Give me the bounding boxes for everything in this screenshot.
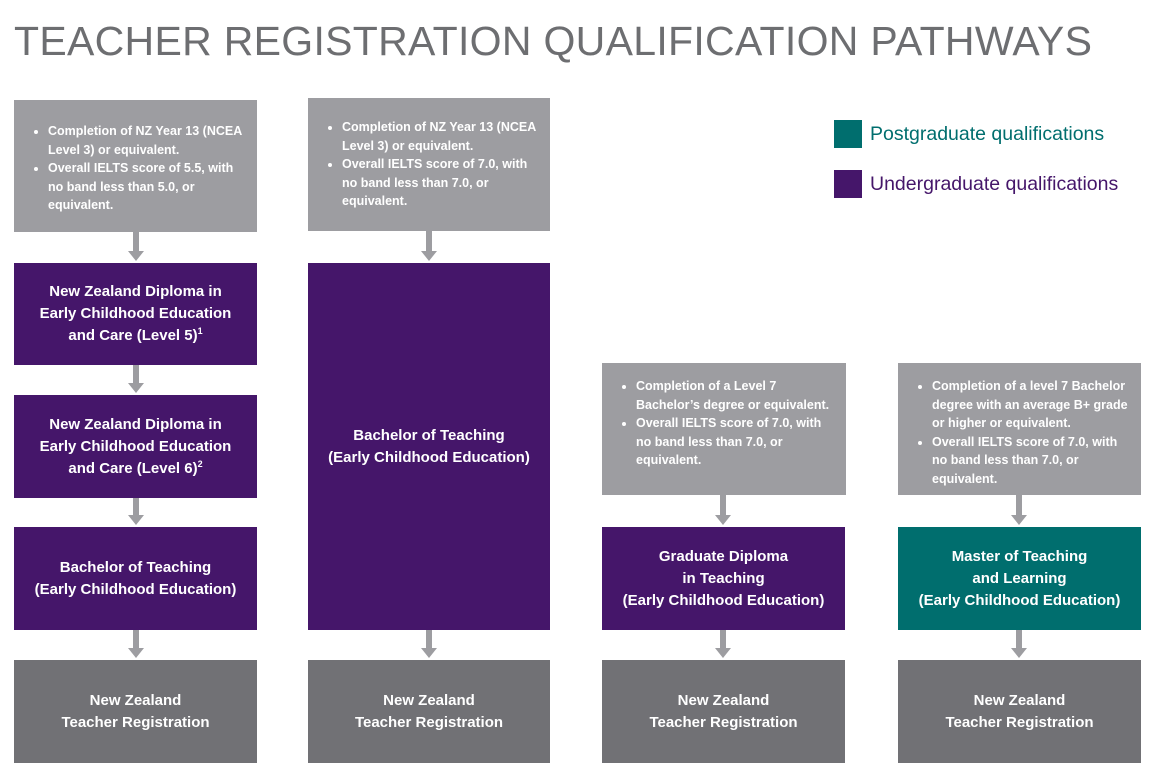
footnote-marker: 1 [197, 326, 203, 336]
box-text-line: (Early Childhood Education) [918, 591, 1121, 609]
arrow-down-icon [421, 231, 437, 261]
qualification-box: Bachelor of Teaching (Early Childhood Edu… [14, 527, 257, 630]
box-text-line: and Care (Level 6) [68, 459, 198, 477]
registration-box: New Zealand Teacher Registration [308, 660, 550, 763]
registration-box: New Zealand Teacher Registration [602, 660, 845, 763]
qualification-box: Bachelor of Teaching (Early Childhood Edu… [308, 263, 550, 630]
box-text-line: New Zealand [89, 691, 182, 709]
arrow-down-icon [128, 630, 144, 658]
box-text-line: Teacher Registration [945, 713, 1094, 731]
box-text-line: Master of Teaching [951, 547, 1088, 565]
page-title: TEACHER REGISTRATION QUALIFICATION PATHW… [14, 18, 1093, 64]
arrow-down-icon [128, 365, 144, 393]
arrow-down-icon [715, 630, 731, 658]
box-text-line: (Early Childhood Education) [328, 448, 530, 466]
box-text-line: New Zealand [677, 691, 770, 709]
arrow-down-icon [1011, 630, 1027, 658]
box-text-line: New Zealand Diploma in [49, 283, 222, 300]
requirement-item: Completion of a level 7 Bachelor degree … [932, 377, 1131, 433]
qualification-box: New Zealand Diploma in Early Childhood Ed… [14, 395, 257, 498]
box-text-line: and Learning [972, 569, 1067, 587]
requirement-item: Completion of NZ Year 13 (NCEA Level 3) … [48, 122, 247, 159]
requirements-box: Completion of a Level 7 Bachelor’s degre… [602, 363, 846, 495]
legend-swatch-undergraduate [834, 170, 862, 198]
legend-label: Undergraduate qualifications [870, 172, 1119, 195]
box-text-line: and Care (Level 5) [68, 327, 198, 344]
requirement-item: Overall IELTS score of 5.5, with no band… [48, 159, 247, 215]
box-text-line: New Zealand Diploma in [49, 415, 222, 433]
qualification-box: Graduate Diploma in Teaching (Early Childh… [602, 527, 845, 630]
registration-box: New Zealand Teacher Registration [898, 660, 1141, 763]
box-text-line: Teacher Registration [354, 713, 504, 731]
arrow-down-icon [128, 232, 144, 261]
requirement-item: Overall IELTS score of 7.0, with no band… [342, 155, 540, 211]
box-text-line: Teacher Registration [649, 713, 798, 731]
box-text-line: in Teaching [682, 569, 765, 587]
registration-box: New Zealand Teacher Registration [14, 660, 257, 763]
box-text-line: Teacher Registration [61, 713, 210, 731]
legend-postgraduate: Postgraduate qualifications [834, 120, 1104, 148]
box-text-line: New Zealand [973, 691, 1066, 709]
arrow-down-icon [128, 498, 144, 525]
requirement-item: Completion of a Level 7 Bachelor’s degre… [636, 377, 836, 414]
requirement-item: Completion of NZ Year 13 (NCEA Level 3) … [342, 118, 540, 155]
requirements-box: Completion of a level 7 Bachelor degree … [898, 363, 1141, 495]
box-text-line: Bachelor of Teaching [59, 558, 212, 576]
box-text-line: Early Childhood Education [39, 305, 232, 322]
footnote-marker: 2 [197, 458, 203, 469]
arrow-down-icon [421, 630, 437, 658]
qualification-box: Master of Teaching and Learning (Early Chi… [898, 527, 1141, 630]
box-text-line: Bachelor of Teaching [353, 426, 505, 444]
box-text-line: (Early Childhood Education) [622, 591, 825, 609]
box-text-line: (Early Childhood Education) [34, 580, 237, 598]
box-text-line: Early Childhood Education [39, 437, 232, 455]
requirement-item: Overall IELTS score of 7.0, with no band… [636, 414, 836, 470]
legend-swatch-postgraduate [834, 120, 862, 148]
box-text-line: New Zealand [383, 691, 475, 709]
legend-label: Postgraduate qualifications [870, 122, 1105, 145]
legend-undergraduate: Undergraduate qualifications [834, 170, 1118, 198]
requirements-box: Completion of NZ Year 13 (NCEA Level 3) … [308, 98, 550, 231]
box-text-line: Graduate Diploma [658, 547, 789, 565]
requirements-box: Completion of NZ Year 13 (NCEA Level 3) … [14, 100, 257, 232]
arrow-down-icon [1011, 495, 1027, 525]
arrow-down-icon [715, 495, 731, 525]
requirement-item: Overall IELTS score of 7.0, with no band… [932, 433, 1131, 489]
qualification-box: New Zealand Diploma in Early Childhood Ed… [14, 263, 257, 365]
